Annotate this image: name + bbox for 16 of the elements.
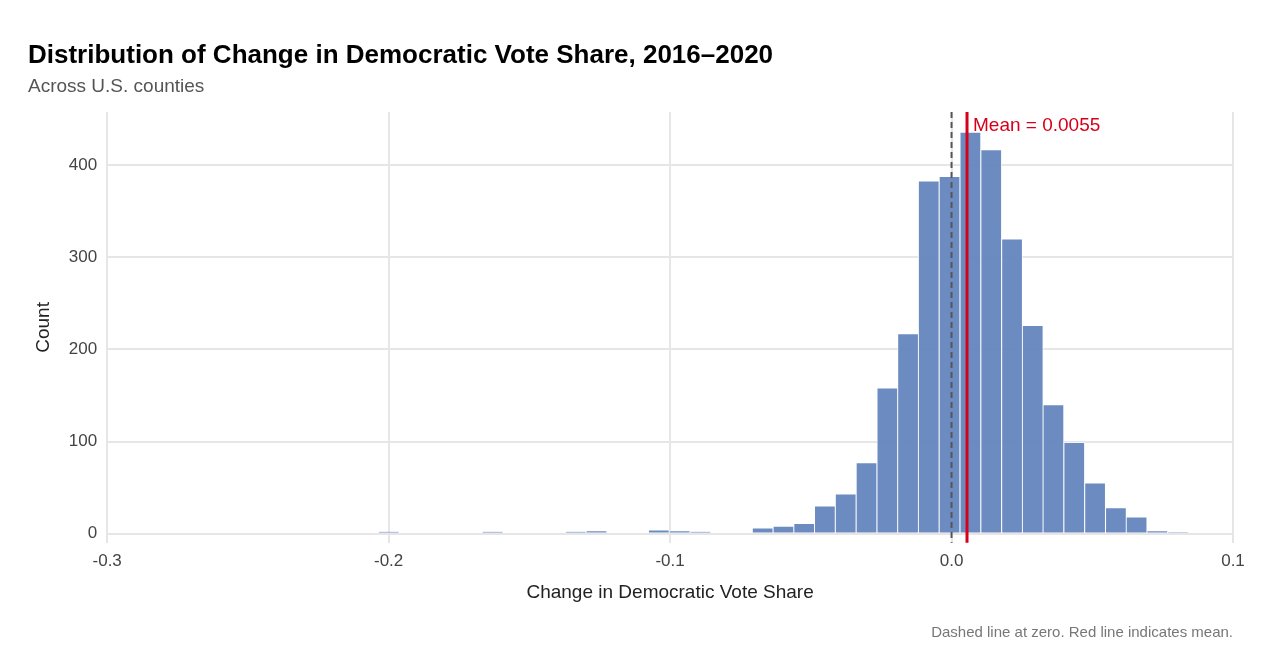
x-tick-label: -0.1 — [655, 550, 685, 570]
ref-line-label: Mean = 0.0055 — [973, 113, 1101, 135]
y-tick-label: 100 — [68, 431, 98, 451]
x-tick-label: -0.2 — [373, 550, 404, 570]
x-axis-title: Change in Democratic Vote Share — [526, 580, 814, 602]
text: Dashed line at zero. Red line indicates mean. — [931, 622, 1233, 640]
x-tick-label: 0.1 — [1221, 550, 1245, 570]
x-tick-label: 0.0 — [939, 550, 964, 570]
chart-subtitle: Across U.S. counties — [28, 74, 205, 96]
y-tick-label: 0 — [87, 523, 98, 543]
y-tick-label: 200 — [68, 339, 98, 359]
y-tick-label: 300 — [68, 247, 98, 267]
x-tick-label: -0.3 — [92, 550, 122, 570]
chart-title: Distribution of Change in Democratic Vote Share, 2016–2020 — [28, 38, 774, 69]
y-axis-title: Count — [31, 301, 53, 353]
y-tick-label: 400 — [68, 155, 98, 175]
